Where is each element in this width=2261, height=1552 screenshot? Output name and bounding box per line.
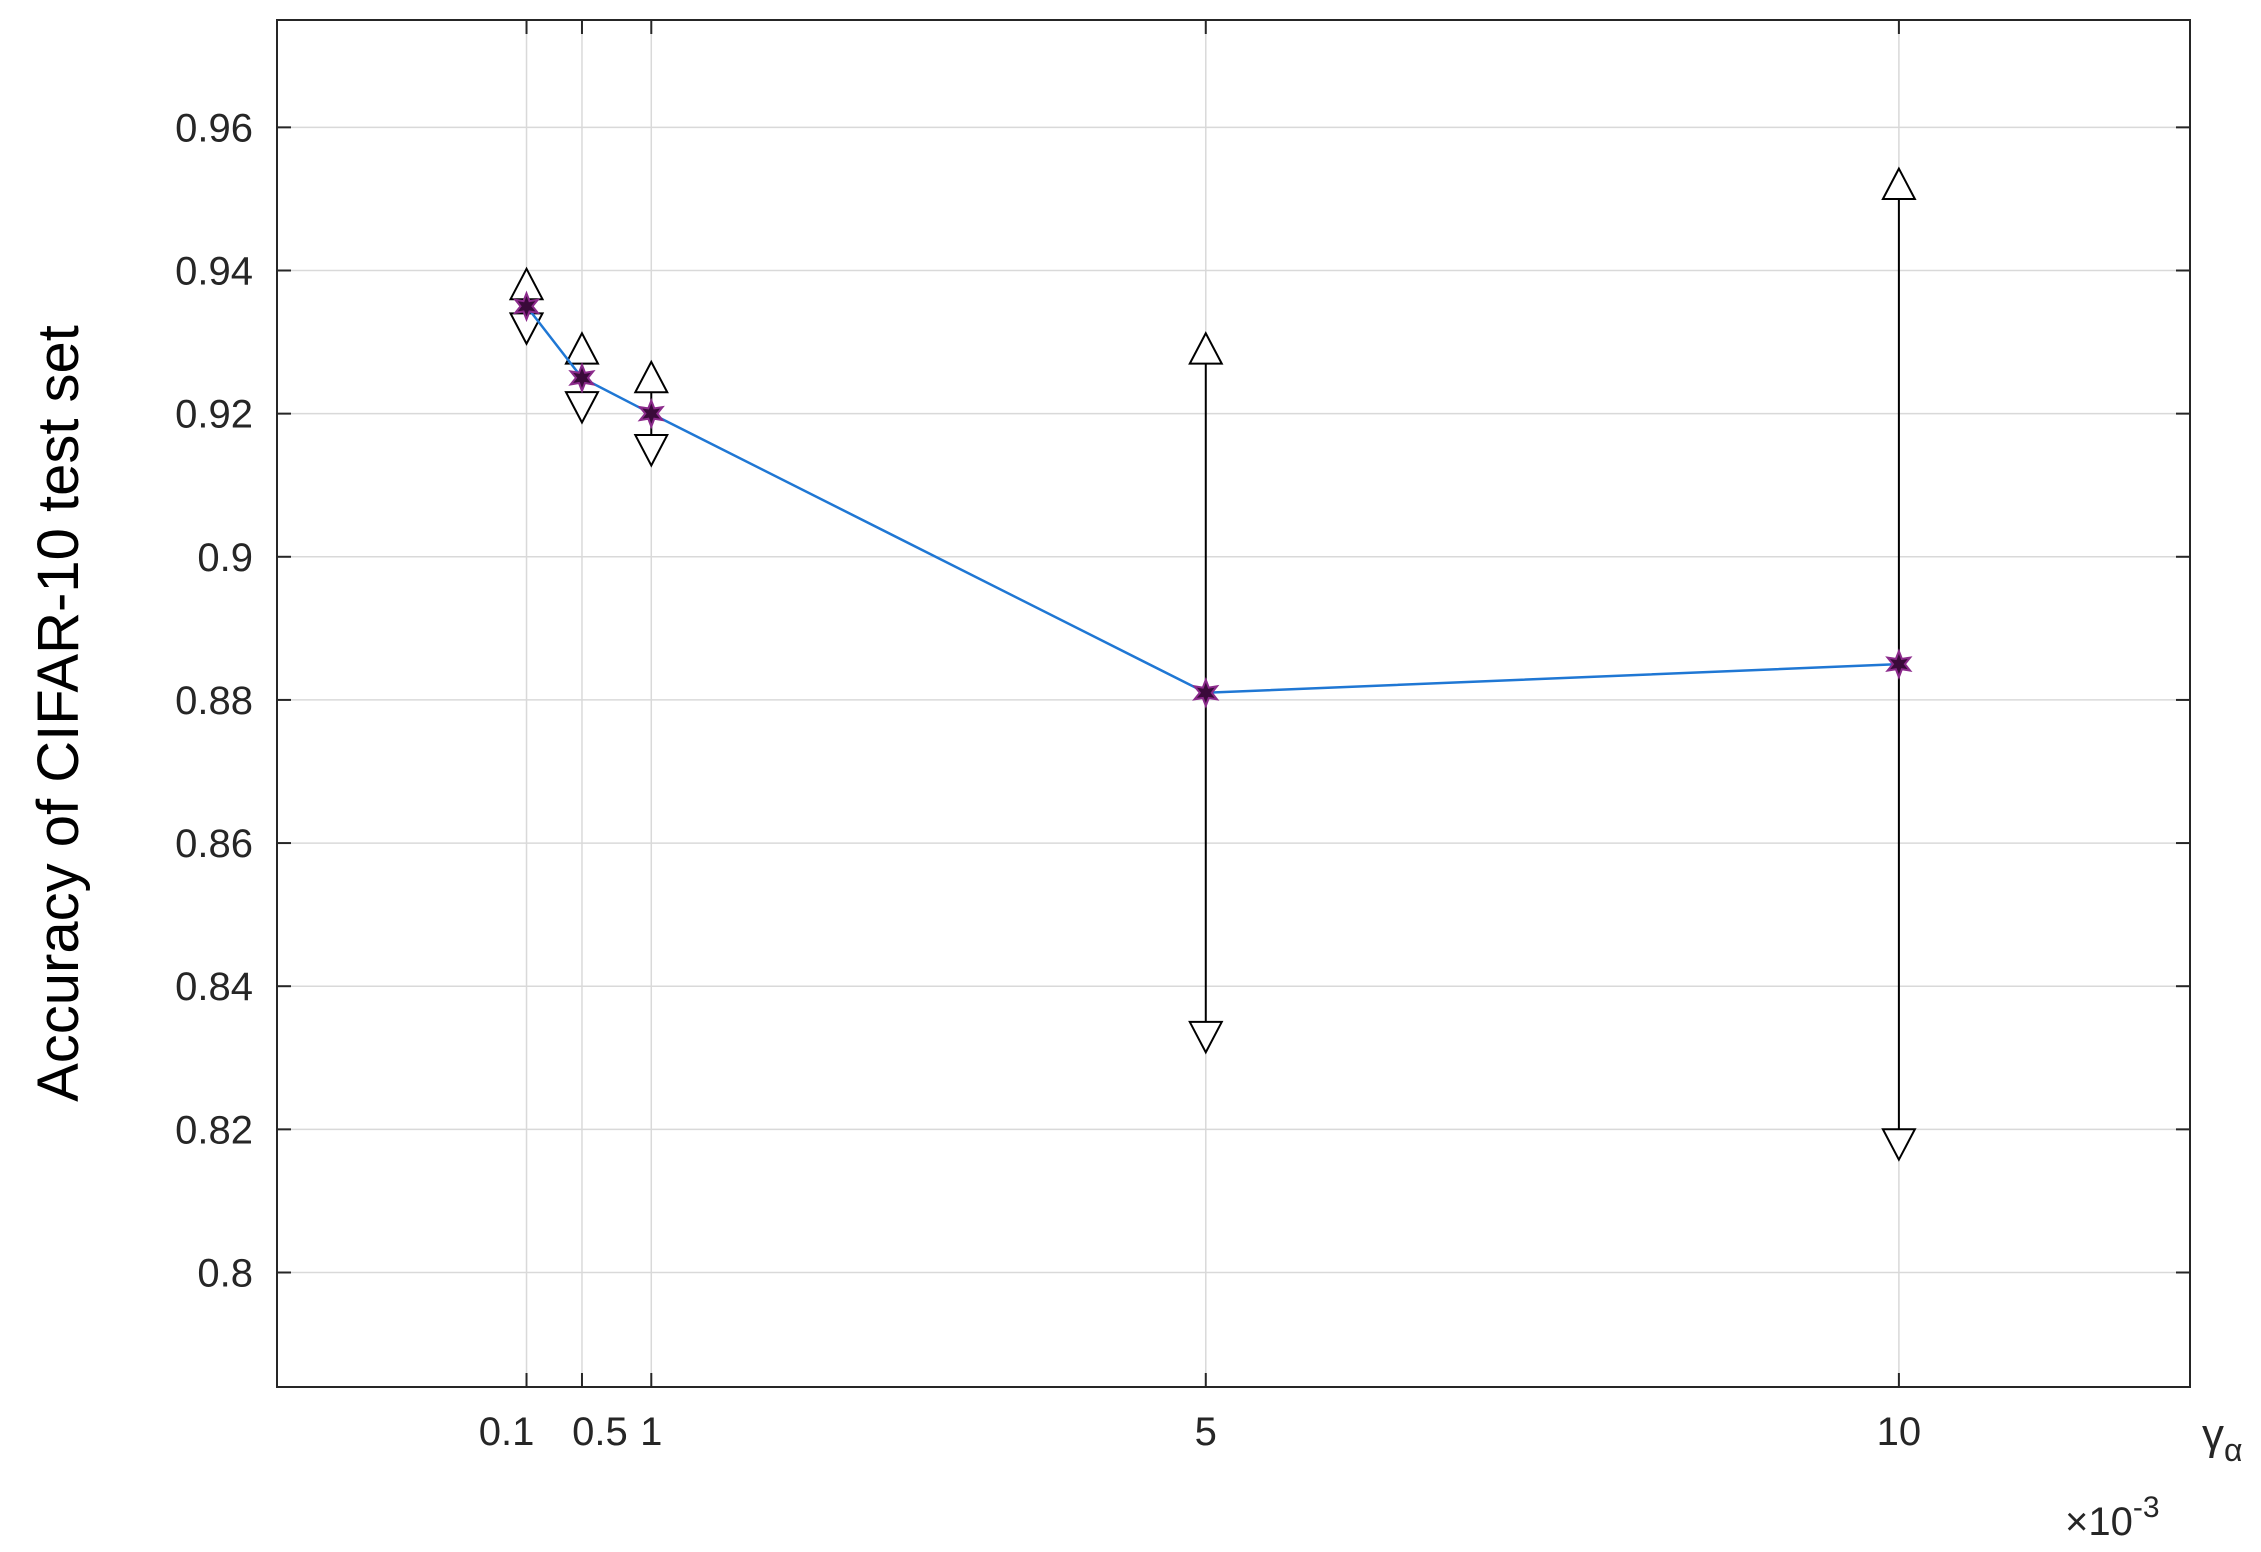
error-bar-lower-marker: [1188, 1020, 1224, 1055]
y-tick-label: 0.8: [197, 1251, 253, 1295]
x-scale-base: ×10: [2065, 1500, 2133, 1544]
data-point: [637, 397, 665, 430]
error-bar-upper-marker: [1188, 331, 1224, 365]
y-tick-label: 0.82: [175, 1108, 253, 1152]
error-bar-lower-marker: [1881, 1128, 1917, 1162]
x-axis-label-symbol: γ: [2202, 1410, 2224, 1459]
x-axis-label: γα: [2202, 1410, 2243, 1468]
x-tick-label: 5: [1195, 1410, 1217, 1454]
axes-box: [276, 19, 2191, 1388]
x-axis-ticks: 0.1 0.5 1 5 10: [479, 20, 1921, 1454]
x-tick-label: 0.5: [572, 1410, 628, 1454]
data-series: [512, 290, 1913, 709]
x-axis-scale-factor: ×10-3: [2065, 1491, 2160, 1544]
y-tick-label: 0.86: [175, 822, 253, 866]
error-bar-lower-marker: [633, 434, 669, 468]
y-tick-label: 0.92: [175, 393, 253, 437]
y-tick-label: 0.84: [175, 965, 253, 1009]
y-tick-label: 0.88: [175, 679, 253, 723]
y-axis-label: Accuracy of CIFAR-10 test set: [26, 325, 91, 1102]
x-axis-label-subscript: α: [2224, 1432, 2243, 1468]
data-point: [1885, 648, 1913, 680]
data-point: [1192, 677, 1220, 709]
y-axis-ticks: 0.8 0.82 0.84 0.86 0.88 0.9 0.92 0.94 0.96: [175, 106, 2190, 1295]
x-scale-exponent: -3: [2133, 1491, 2160, 1524]
x-tick-label: 1: [640, 1410, 662, 1454]
error-bar-upper-marker: [633, 359, 669, 394]
data-point: [568, 362, 596, 394]
y-tick-label: 0.9: [197, 536, 253, 580]
x-tick-label: 0.1: [479, 1410, 535, 1454]
data-point: [512, 290, 541, 323]
y-tick-label: 0.94: [175, 249, 253, 293]
error-bar-upper-marker: [1881, 166, 1917, 201]
x-tick-label: 10: [1877, 1410, 1922, 1454]
y-tick-label: 0.96: [175, 106, 253, 150]
